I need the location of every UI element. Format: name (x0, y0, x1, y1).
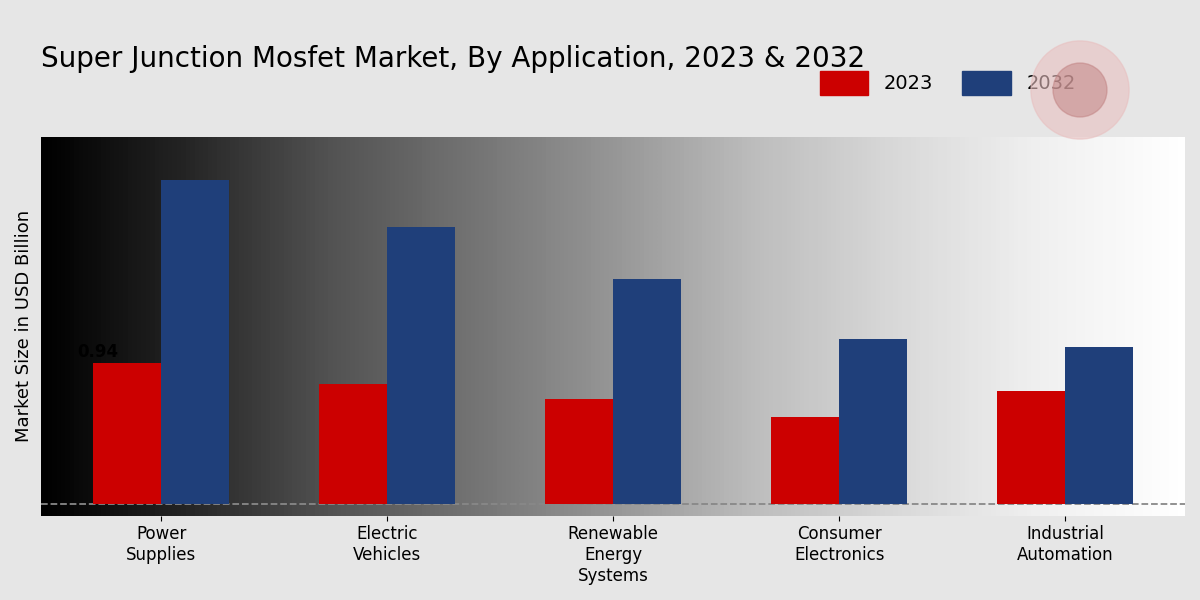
Text: Super Junction Mosfet Market, By Application, 2023 & 2032: Super Junction Mosfet Market, By Applica… (41, 46, 865, 73)
Circle shape (1054, 63, 1108, 117)
Bar (997, 391, 1066, 504)
Circle shape (1031, 41, 1129, 139)
Bar (1066, 347, 1133, 504)
Bar (545, 399, 613, 504)
Bar (772, 417, 839, 504)
Bar (839, 339, 907, 504)
Bar (161, 181, 229, 504)
Bar (319, 384, 388, 504)
Bar (613, 279, 680, 504)
Bar (388, 227, 455, 504)
Text: 0.94: 0.94 (78, 343, 119, 361)
Y-axis label: Market Size in USD Billion: Market Size in USD Billion (14, 210, 34, 442)
Bar (94, 363, 161, 504)
Legend: 2023, 2032: 2023, 2032 (812, 64, 1084, 103)
